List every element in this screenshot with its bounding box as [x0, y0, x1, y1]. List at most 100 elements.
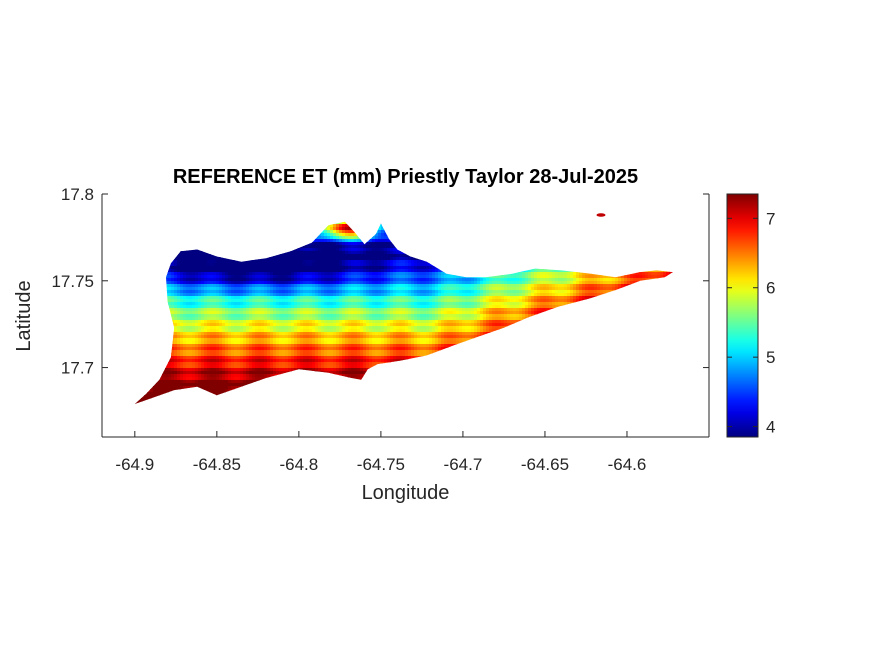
heatmap-cell: [177, 275, 181, 279]
heatmap-cell: [324, 344, 328, 348]
heatmap-cell: [261, 281, 265, 285]
heatmap-cell: [306, 275, 310, 279]
heatmap-cell: [315, 239, 319, 243]
heatmap-cell: [273, 296, 277, 300]
heatmap-cell: [177, 377, 181, 381]
heatmap-cell: [231, 299, 235, 303]
heatmap-cell: [231, 344, 235, 348]
heatmap-cell: [210, 275, 214, 279]
heatmap-cell: [288, 266, 292, 270]
heatmap-cell: [234, 338, 238, 342]
heatmap-cell: [216, 302, 220, 306]
heatmap-cell: [303, 254, 307, 258]
heatmap-cell: [261, 266, 265, 270]
heatmap-cell: [219, 377, 223, 381]
heatmap-cell: [246, 296, 250, 300]
heatmap-cell: [237, 374, 241, 378]
heatmap-cell: [207, 281, 211, 285]
heatmap-cell: [180, 341, 184, 345]
heatmap-cell: [207, 308, 211, 312]
heatmap-cell: [267, 338, 271, 342]
heatmap-cell: [246, 320, 250, 324]
heatmap-cell: [270, 368, 274, 372]
heatmap-cell: [204, 302, 208, 306]
heatmap-cell: [327, 341, 331, 345]
heatmap-cell: [264, 284, 268, 288]
heatmap-cell: [213, 296, 217, 300]
heatmap-cell: [192, 329, 196, 333]
heatmap-cell: [306, 335, 310, 339]
heatmap-cell: [294, 251, 298, 255]
heatmap-cell: [213, 257, 217, 261]
heatmap-cell: [261, 263, 265, 267]
heatmap-cell: [291, 353, 295, 357]
heatmap-cell: [168, 308, 172, 312]
heatmap-cell: [177, 290, 181, 294]
heatmap-cell: [195, 362, 199, 366]
heatmap-cell: [261, 275, 265, 279]
heatmap-cell: [219, 311, 223, 315]
heatmap-cell: [258, 302, 262, 306]
heatmap-cell: [231, 368, 235, 372]
heatmap-cell: [252, 332, 256, 336]
heatmap-cell: [225, 278, 229, 282]
heatmap-cell: [234, 383, 238, 387]
heatmap-cell: [267, 275, 271, 279]
heatmap-cell: [186, 278, 190, 282]
heatmap-cell: [168, 269, 172, 273]
heatmap-cell: [198, 344, 202, 348]
heatmap-cell: [171, 341, 175, 345]
heatmap-cell: [204, 323, 208, 327]
heatmap-cell: [273, 356, 277, 360]
heatmap-cell: [273, 368, 277, 372]
heatmap-cell: [174, 293, 178, 297]
heatmap-cell: [174, 329, 178, 333]
heatmap-cell: [237, 329, 241, 333]
heatmap-cell: [174, 314, 178, 318]
heatmap-cell: [285, 356, 289, 360]
heatmap-cell: [249, 329, 253, 333]
heatmap-cell: [216, 332, 220, 336]
heatmap-cell: [309, 344, 313, 348]
heatmap-cell: [228, 311, 232, 315]
heatmap-cell: [246, 329, 250, 333]
heatmap-cell: [192, 272, 196, 276]
heatmap-cell: [198, 377, 202, 381]
heatmap-cell: [180, 293, 184, 297]
heatmap-cell: [312, 260, 316, 264]
heatmap-cell: [222, 296, 226, 300]
heatmap-cell: [276, 272, 280, 276]
heatmap-cell: [288, 341, 292, 345]
heatmap-cell: [174, 335, 178, 339]
heatmap-cell: [327, 332, 331, 336]
heatmap-cell: [234, 323, 238, 327]
heatmap-cell: [282, 341, 286, 345]
heatmap-cell: [228, 323, 232, 327]
heatmap-cell: [168, 296, 172, 300]
heatmap-cell: [297, 296, 301, 300]
heatmap-cell: [225, 359, 229, 363]
heatmap-cell: [225, 362, 229, 366]
heatmap-cell: [324, 239, 328, 243]
heatmap-cell: [243, 308, 247, 312]
heatmap-cell: [207, 287, 211, 291]
heatmap-cell: [306, 284, 310, 288]
heatmap-cell: [198, 350, 202, 354]
heatmap-cell: [327, 224, 331, 228]
heatmap-cell: [309, 323, 313, 327]
heatmap-cell: [276, 359, 280, 363]
heatmap-cell: [264, 263, 268, 267]
heatmap-cell: [231, 350, 235, 354]
heatmap-cell: [204, 287, 208, 291]
heatmap-cell: [219, 371, 223, 375]
heatmap-cell: [270, 290, 274, 294]
heatmap-cell: [282, 263, 286, 267]
heatmap-cell: [279, 269, 283, 273]
heatmap-cell: [294, 308, 298, 312]
heatmap-cell: [321, 353, 325, 357]
heatmap-cell: [195, 281, 199, 285]
heatmap-cell: [177, 332, 181, 336]
heatmap-cell: [192, 332, 196, 336]
heatmap-cell: [288, 260, 292, 264]
heatmap-cell: [288, 299, 292, 303]
